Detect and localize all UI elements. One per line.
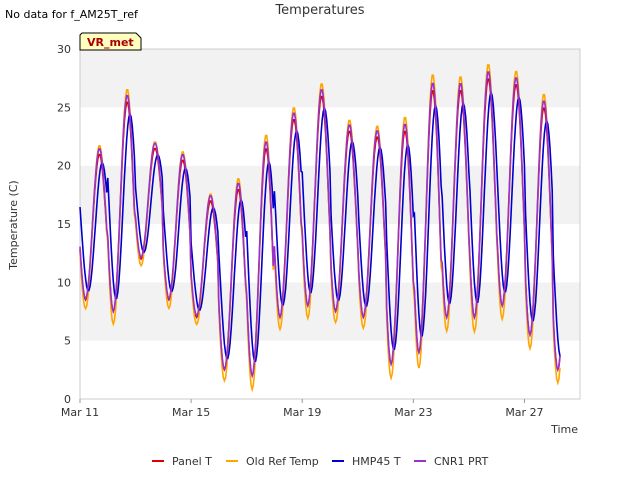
legend-label: HMP45 T	[352, 455, 401, 468]
legend-label: CNR1 PRT	[434, 455, 489, 468]
y-tick-label: 5	[64, 335, 71, 348]
series-line	[79, 71, 561, 379]
y-axis-label: Temperature (C)	[7, 180, 20, 270]
y-tick-label: 10	[57, 276, 71, 289]
y-tick-label: 20	[57, 160, 71, 173]
x-tick-label: Mar 15	[172, 406, 210, 419]
y-tick-label: 0	[64, 393, 71, 406]
legend-label: Panel T	[172, 455, 212, 468]
x-axis-label: Time	[550, 423, 578, 436]
y-tick-label: 30	[57, 43, 71, 56]
chart-title: Temperatures	[275, 3, 365, 18]
y-axis-ticks: 0 5 10 15 20 25 30	[57, 43, 71, 406]
x-axis-ticks: Mar 11 Mar 15 Mar 19 Mar 23 Mar 27	[61, 399, 544, 419]
x-tick-label: Mar 27	[505, 406, 543, 419]
series-lines	[79, 64, 561, 393]
no-data-note: No data for f_AM25T_ref	[5, 8, 138, 21]
y-tick-label: 25	[57, 101, 71, 114]
plot-border	[79, 48, 581, 400]
x-tick-label: Mar 11	[61, 406, 99, 419]
grid-band	[80, 340, 580, 399]
y-tick-label: 15	[57, 218, 71, 231]
series-line	[79, 89, 561, 363]
vr-met-badge: VR_met	[79, 32, 142, 51]
plot-frame	[79, 48, 581, 400]
grid-band	[80, 49, 580, 108]
x-tick-label: Mar 19	[283, 406, 321, 419]
legend-label: Old Ref Temp	[246, 455, 319, 468]
vr-met-badge-label: VR_met	[87, 36, 134, 49]
legend: Panel T Old Ref Temp HMP45 T CNR1 PRT	[152, 455, 489, 468]
x-tick-label: Mar 23	[394, 406, 432, 419]
grid-band	[80, 282, 580, 341]
